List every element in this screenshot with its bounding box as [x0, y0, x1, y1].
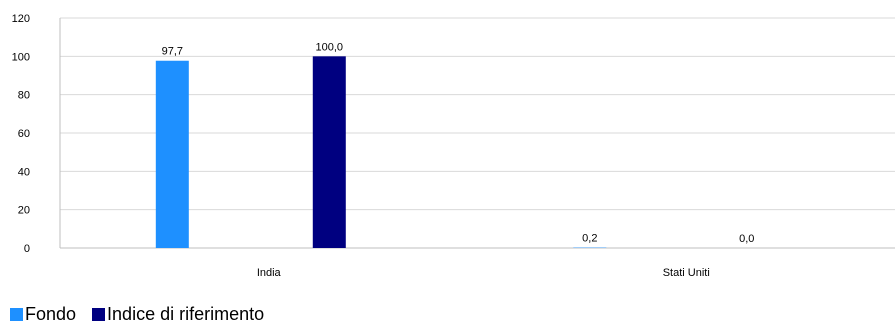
- data-label: 97,7: [162, 46, 183, 58]
- bar-indice-0: [312, 56, 346, 249]
- data-label: 100,0: [316, 41, 344, 53]
- legend-swatch-fondo: [10, 307, 23, 321]
- legend-label-fondo: Fondo: [25, 304, 77, 324]
- y-tick-label: 100: [12, 51, 30, 63]
- legend: Fondo Indice di riferimento: [10, 304, 280, 324]
- legend-label-indice: Indice di riferimento: [107, 304, 265, 324]
- y-tick-label: 60: [18, 128, 30, 140]
- bar-fondo-0: [155, 60, 189, 248]
- legend-swatch-indice: [92, 307, 106, 321]
- y-tick-label: 20: [18, 205, 30, 217]
- data-label: 0,2: [582, 233, 597, 245]
- bar-chart: 0 20 40 60 80 100 120 97,7 100,0 India 0,2 0,0 Stati…: [12, 13, 895, 279]
- legend-item-indice: Indice di riferimento: [92, 304, 264, 324]
- y-tick-label: 40: [18, 166, 30, 178]
- x-category-label: Stati Uniti: [663, 267, 710, 279]
- legend-item-fondo: Fondo: [10, 304, 76, 324]
- x-category-label: India: [257, 267, 282, 279]
- y-tick-label: 0: [24, 243, 30, 255]
- y-tick-label: 80: [18, 90, 30, 102]
- data-label: 0,0: [739, 233, 754, 245]
- y-tick-label: 120: [12, 13, 30, 25]
